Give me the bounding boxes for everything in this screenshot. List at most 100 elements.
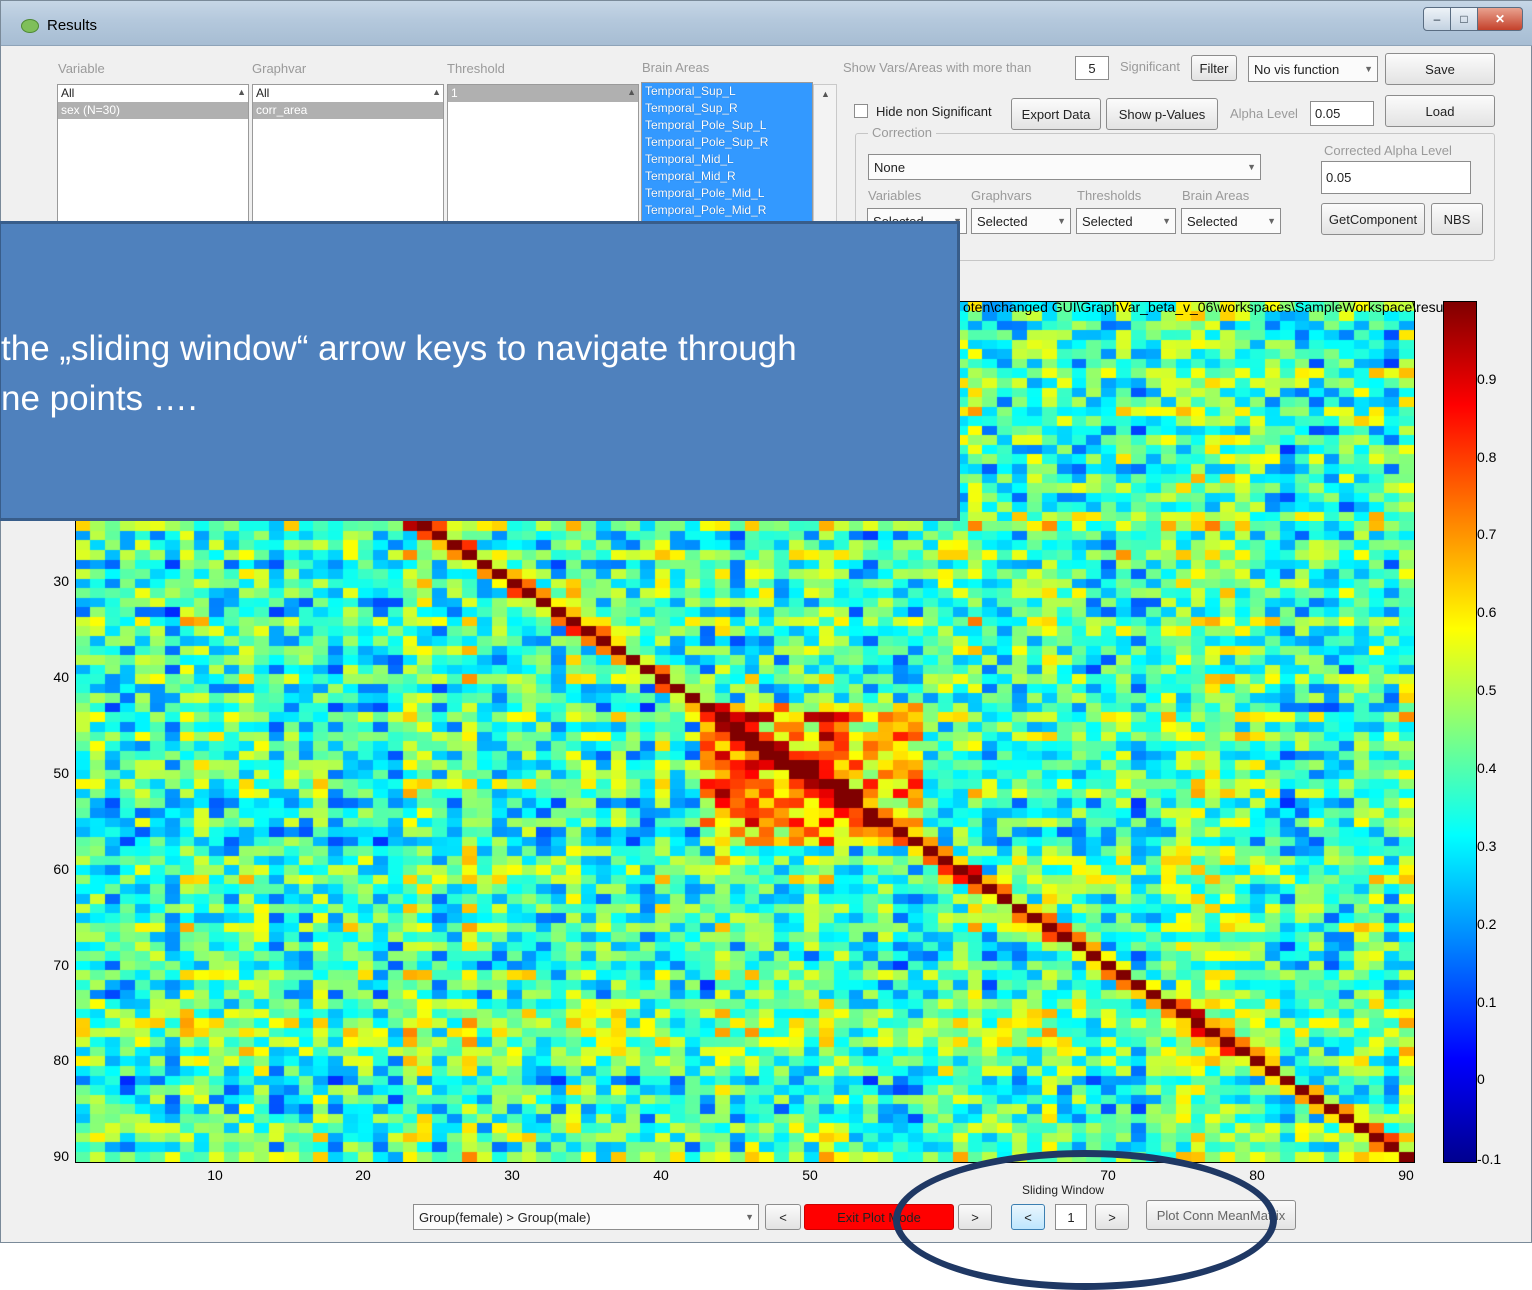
- list-item[interactable]: Temporal_Sup_R: [645, 101, 738, 115]
- vis-function-dropdown[interactable]: No vis function ▼: [1248, 56, 1378, 82]
- scroll-up-icon[interactable]: ▲: [432, 87, 441, 97]
- list-item[interactable]: 1: [448, 85, 638, 102]
- callout-text: the „sliding window“ arrow keys to navig…: [1, 324, 797, 424]
- y-tick: 90: [53, 1148, 69, 1164]
- matlab-icon: [21, 19, 39, 33]
- threshold-list[interactable]: 1 ▲: [447, 84, 639, 226]
- workspace-path: oten\changed GUI\GraphVar_beta_v_06\work…: [963, 299, 1444, 315]
- chevron-down-icon: ▼: [1247, 162, 1256, 172]
- list-item[interactable]: Temporal_Pole_Mid_R: [645, 203, 767, 217]
- x-tick: 10: [207, 1167, 223, 1183]
- load-button[interactable]: Load: [1385, 95, 1495, 127]
- window-title: Results: [47, 17, 98, 34]
- x-tick: 80: [1249, 1167, 1265, 1183]
- save-button[interactable]: Save: [1385, 53, 1495, 85]
- filter-button[interactable]: Filter: [1191, 55, 1237, 81]
- chevron-down-icon: ▼: [1364, 64, 1373, 74]
- export-data-button[interactable]: Export Data: [1011, 98, 1101, 130]
- y-tick: 80: [53, 1052, 69, 1068]
- list-item[interactable]: sex (N=30): [58, 102, 248, 119]
- list-item[interactable]: Temporal_Pole_Mid_L: [645, 186, 765, 200]
- chevron-down-icon: ▼: [1267, 216, 1276, 226]
- group-compare-dropdown[interactable]: Group(female) > Group(male) ▼: [413, 1204, 759, 1230]
- nbs-button[interactable]: NBS: [1431, 203, 1483, 235]
- list-item[interactable]: All: [61, 86, 75, 100]
- title-bar: Results – □ ✕: [1, 1, 1532, 46]
- colorbar-tick: 0.5: [1477, 682, 1497, 698]
- vis-function-value: No vis function: [1254, 61, 1340, 77]
- scroll-up-icon[interactable]: ▲: [627, 87, 636, 97]
- brain-areas-dd-value: Selected: [1187, 213, 1238, 229]
- show-vars-label: Show Vars/Areas with more than: [843, 60, 1032, 75]
- prev-button[interactable]: <: [765, 1204, 801, 1230]
- close-icon[interactable]: ✕: [1478, 7, 1523, 31]
- brain-areas-scrollbar[interactable]: ▲: [813, 84, 837, 226]
- y-tick: 30: [53, 573, 69, 589]
- correction-dropdown[interactable]: None ▼: [868, 154, 1261, 180]
- chevron-down-icon: ▼: [1162, 216, 1171, 226]
- window-controls: – □ ✕: [1423, 7, 1523, 31]
- list-item[interactable]: Temporal_Mid_L: [645, 152, 734, 166]
- corrected-alpha-input[interactable]: 0.05: [1321, 161, 1471, 194]
- graphvars-dropdown[interactable]: Selected ▼: [971, 208, 1071, 234]
- colorbar-tick: 0.4: [1477, 760, 1497, 776]
- show-pvalues-button[interactable]: Show p-Values: [1106, 98, 1218, 130]
- maximize-icon[interactable]: □: [1451, 7, 1478, 31]
- hide-non-significant-label: Hide non Significant: [876, 104, 992, 119]
- significant-label: Significant: [1120, 59, 1180, 74]
- thresholds-dropdown[interactable]: Selected ▼: [1076, 208, 1176, 234]
- x-tick: 90: [1398, 1167, 1414, 1183]
- variables-label: Variables: [868, 188, 922, 203]
- hide-non-significant-checkbox[interactable]: [854, 104, 868, 118]
- group-compare-value: Group(female) > Group(male): [419, 1209, 591, 1225]
- graphvar-list[interactable]: All corr_area ▲: [252, 84, 444, 226]
- variable-list[interactable]: All sex (N=30) ▲: [57, 84, 249, 226]
- variable-label: Variable: [58, 61, 105, 76]
- brain-areas-label: Brain Areas: [642, 60, 710, 75]
- correction-value: None: [874, 159, 906, 175]
- correction-group: Correction: [855, 125, 1495, 261]
- get-component-button[interactable]: GetComponent: [1321, 203, 1425, 235]
- alpha-level-label: Alpha Level: [1230, 106, 1298, 121]
- colorbar-tick: 0.2: [1477, 916, 1497, 932]
- colorbar-tick: 0.6: [1477, 604, 1497, 620]
- threshold-label: Threshold: [447, 61, 505, 76]
- y-tick: 70: [53, 957, 69, 973]
- list-item[interactable]: Temporal_Pole_Sup_L: [645, 118, 767, 132]
- x-tick: 40: [653, 1167, 669, 1183]
- show-vars-input[interactable]: 5: [1075, 56, 1109, 80]
- brain-areas-dropdown[interactable]: Selected ▼: [1181, 208, 1281, 234]
- thresholds-label: Thresholds: [1077, 188, 1142, 203]
- x-tick: 50: [802, 1167, 818, 1183]
- colorbar-tick: 0.9: [1477, 371, 1497, 387]
- graphvar-label: Graphvar: [252, 61, 307, 76]
- list-item[interactable]: Temporal_Sup_L: [645, 84, 736, 98]
- x-tick: 20: [355, 1167, 371, 1183]
- correction-title: Correction: [868, 125, 936, 140]
- list-item[interactable]: Temporal_Mid_R: [645, 169, 736, 183]
- chevron-down-icon: ▼: [1057, 216, 1066, 226]
- colorbar-tick: 0.1: [1477, 994, 1497, 1010]
- y-tick: 40: [53, 669, 69, 685]
- colorbar-tick: -0.1: [1477, 1151, 1502, 1167]
- y-tick: 50: [53, 765, 69, 781]
- scroll-up-icon[interactable]: ▲: [821, 89, 830, 99]
- colorbar-tick: 0.8: [1477, 449, 1497, 465]
- minimize-icon[interactable]: –: [1423, 7, 1451, 31]
- list-item[interactable]: corr_area: [253, 102, 443, 119]
- list-item[interactable]: All: [256, 86, 270, 100]
- colorbar: [1443, 301, 1477, 1163]
- colorbar-tick: 0.7: [1477, 526, 1497, 542]
- alpha-level-input[interactable]: 0.05: [1310, 101, 1374, 126]
- results-window: Results – □ ✕ Variable Graphvar Threshol…: [0, 0, 1532, 1243]
- brain-areas-dd-label: Brain Areas: [1182, 188, 1250, 203]
- callout-line-1: the „sliding window“ arrow keys to navig…: [1, 329, 797, 368]
- scroll-up-icon[interactable]: ▲: [237, 87, 246, 97]
- list-item[interactable]: Temporal_Pole_Sup_R: [645, 135, 769, 149]
- y-tick: 60: [53, 861, 69, 877]
- colorbar-tick: 0: [1477, 1071, 1485, 1087]
- highlight-ellipse: [893, 1150, 1277, 1290]
- tutorial-callout: the „sliding window“ arrow keys to navig…: [0, 221, 960, 521]
- brain-areas-list[interactable]: Temporal_Sup_L Temporal_Sup_R Temporal_P…: [641, 82, 813, 226]
- callout-line-2: ne points ….: [1, 379, 198, 418]
